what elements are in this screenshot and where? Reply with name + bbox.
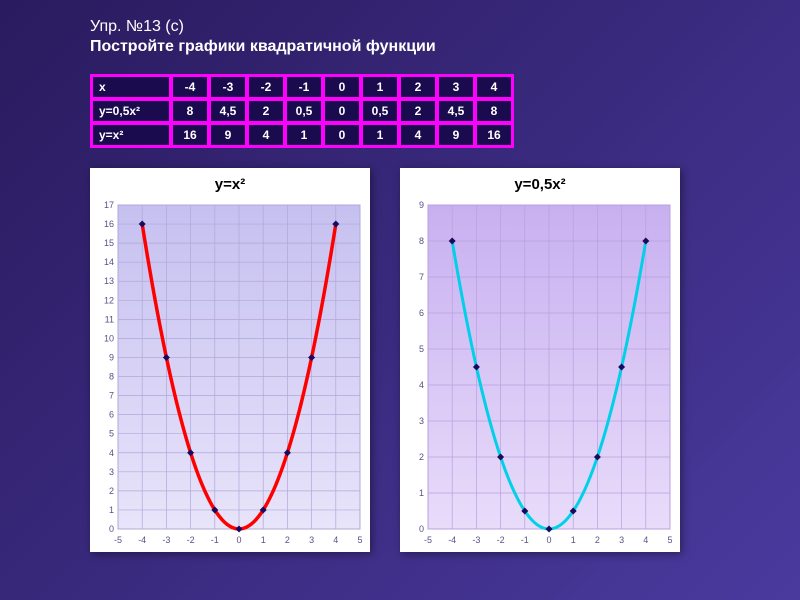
svg-text:0: 0	[419, 524, 424, 534]
data-table-wrap: x-4-3-2-101234y=0,5x²84,520,500,524,58y=…	[90, 74, 800, 148]
svg-text:0: 0	[109, 524, 114, 534]
svg-text:11: 11	[105, 314, 114, 324]
table-cell: 0	[324, 100, 360, 122]
table-cell: -2	[248, 76, 284, 98]
table-cell: 9	[438, 124, 474, 146]
row-label: x	[92, 76, 170, 98]
table-cell: 0	[324, 76, 360, 98]
table-cell: 0,5	[286, 100, 322, 122]
svg-text:2: 2	[419, 452, 424, 462]
svg-text:16: 16	[104, 219, 114, 229]
svg-text:10: 10	[104, 333, 114, 343]
svg-text:15: 15	[104, 238, 114, 248]
charts-row: y=x² -5-4-3-2-10123450123456789101112131…	[90, 168, 800, 552]
svg-text:1: 1	[109, 505, 114, 515]
svg-text:-5: -5	[424, 535, 432, 545]
svg-text:5: 5	[109, 429, 114, 439]
svg-text:1: 1	[571, 535, 576, 545]
table-cell: 4,5	[210, 100, 246, 122]
svg-text:7: 7	[109, 391, 114, 401]
svg-text:8: 8	[109, 372, 114, 382]
table-row: y=x²16941014916	[92, 124, 512, 146]
svg-text:1: 1	[419, 488, 424, 498]
table-cell: 0	[324, 124, 360, 146]
table-cell: 1	[362, 124, 398, 146]
chart-1-area: -5-4-3-2-1012345012345678910111213141516…	[90, 197, 370, 552]
svg-text:12: 12	[104, 295, 114, 305]
chart-2-box: y=0,5x² -5 -4 -3 -2 -1 0 1 2 3 4 5 0 1 2 3 4 5 6 7 8 9	[400, 168, 680, 552]
chart-1-box: y=x² -5-4-3-2-10123450123456789101112131…	[90, 168, 370, 552]
table-cell: -3	[210, 76, 246, 98]
svg-text:5: 5	[357, 535, 362, 545]
table-cell: 1	[362, 76, 398, 98]
table-cell: 2	[400, 100, 436, 122]
svg-text:-5: -5	[114, 535, 122, 545]
table-cell: 2	[400, 76, 436, 98]
svg-text:14: 14	[104, 257, 114, 267]
svg-text:17: 17	[104, 200, 114, 210]
svg-text:1: 1	[261, 535, 266, 545]
table-cell: 4	[248, 124, 284, 146]
table-row: y=0,5x²84,520,500,524,58	[92, 100, 512, 122]
svg-text:0: 0	[546, 535, 551, 545]
svg-text:13: 13	[104, 276, 114, 286]
svg-text:-4: -4	[138, 535, 146, 545]
exercise-title: Постройте графики квадратичной функции	[90, 38, 800, 56]
svg-text:2: 2	[595, 535, 600, 545]
table-cell: 2	[248, 100, 284, 122]
svg-text:-2: -2	[497, 535, 505, 545]
svg-text:0: 0	[236, 535, 241, 545]
table-cell: 1	[286, 124, 322, 146]
svg-text:5: 5	[667, 535, 672, 545]
chart-2-title: y=0,5x²	[400, 168, 680, 197]
svg-text:-3: -3	[162, 535, 170, 545]
svg-text:6: 6	[109, 410, 114, 420]
svg-text:4: 4	[333, 535, 338, 545]
table-cell: 9	[210, 124, 246, 146]
svg-text:4: 4	[419, 380, 424, 390]
table-row: x-4-3-2-101234	[92, 76, 512, 98]
chart-1-title: y=x²	[90, 168, 370, 197]
svg-text:9: 9	[419, 200, 424, 210]
data-table: x-4-3-2-101234y=0,5x²84,520,500,524,58y=…	[90, 74, 514, 148]
table-cell: 8	[476, 100, 512, 122]
table-cell: -1	[286, 76, 322, 98]
svg-text:9: 9	[109, 352, 114, 362]
svg-text:4: 4	[109, 448, 114, 458]
table-cell: 4	[476, 76, 512, 98]
svg-text:8: 8	[419, 236, 424, 246]
svg-text:3: 3	[109, 467, 114, 477]
row-label: y=0,5x²	[92, 100, 170, 122]
svg-text:4: 4	[643, 535, 648, 545]
table-cell: 16	[172, 124, 208, 146]
svg-text:2: 2	[109, 486, 114, 496]
table-cell: 4,5	[438, 100, 474, 122]
chart-2-area: -5 -4 -3 -2 -1 0 1 2 3 4 5 0 1 2 3 4 5 6 7 8 9	[400, 197, 680, 552]
exercise-number: Упр. №13 (с)	[90, 18, 800, 36]
svg-text:7: 7	[419, 272, 424, 282]
svg-text:3: 3	[309, 535, 314, 545]
page-header: Упр. №13 (с) Постройте графики квадратич…	[0, 0, 800, 64]
svg-text:-1: -1	[521, 535, 529, 545]
table-cell: 16	[476, 124, 512, 146]
svg-text:3: 3	[619, 535, 624, 545]
svg-text:6: 6	[419, 308, 424, 318]
table-cell: -4	[172, 76, 208, 98]
table-cell: 4	[400, 124, 436, 146]
table-cell: 8	[172, 100, 208, 122]
row-label: y=x²	[92, 124, 170, 146]
svg-text:-1: -1	[211, 535, 219, 545]
svg-text:-2: -2	[187, 535, 195, 545]
svg-text:5: 5	[419, 344, 424, 354]
table-cell: 3	[438, 76, 474, 98]
svg-text:-3: -3	[472, 535, 480, 545]
svg-text:-4: -4	[448, 535, 456, 545]
table-cell: 0,5	[362, 100, 398, 122]
svg-text:2: 2	[285, 535, 290, 545]
svg-text:3: 3	[419, 416, 424, 426]
